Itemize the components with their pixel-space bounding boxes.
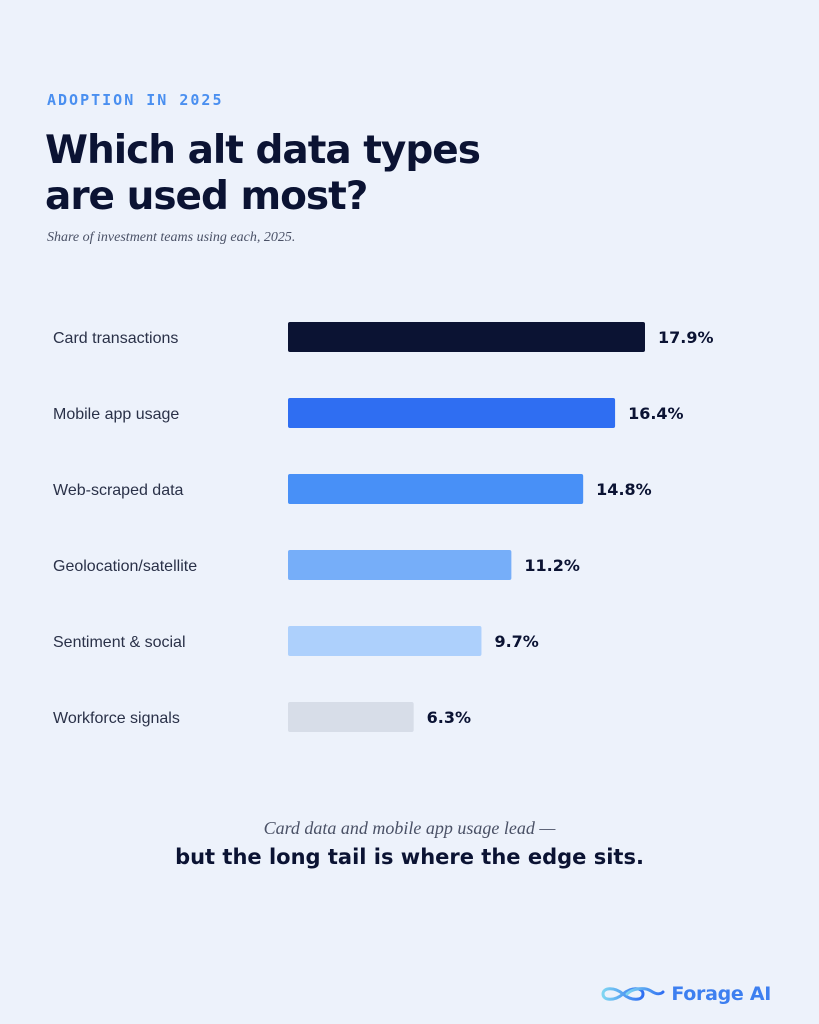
category-label: Card transactions xyxy=(53,330,178,347)
bar xyxy=(288,626,482,656)
category-label: Mobile app usage xyxy=(53,406,179,423)
footer-caption: Card data and mobile app usage lead — xyxy=(263,818,556,838)
bar xyxy=(288,474,584,504)
value-label: 17.9% xyxy=(658,328,714,347)
bar xyxy=(288,550,512,580)
category-label: Sentiment & social xyxy=(53,634,186,651)
bar xyxy=(288,702,414,732)
category-label: Web-scraped data xyxy=(53,482,184,499)
chart-title: Which alt data types are used most? xyxy=(45,128,565,220)
eyebrow-label: ADOPTION IN 2025 xyxy=(47,91,224,109)
brand-name: Forage AI xyxy=(671,983,771,1005)
value-label: 16.4% xyxy=(628,404,684,423)
chart-subtitle: Share of investment teams using each, 20… xyxy=(47,230,296,245)
bar xyxy=(288,398,616,428)
value-label: 6.3% xyxy=(427,708,471,727)
value-label: 14.8% xyxy=(596,480,652,499)
category-label: Workforce signals xyxy=(53,710,180,727)
title-line-1: Which alt data types xyxy=(45,128,481,173)
footer-headline: but the long tail is where the edge sits… xyxy=(175,845,644,869)
infinity-logo-icon xyxy=(601,987,665,1001)
category-label: Geolocation/satellite xyxy=(53,558,197,575)
brand-logo: Forage AI xyxy=(599,983,771,1005)
value-label: 9.7% xyxy=(494,632,538,651)
value-label: 11.2% xyxy=(524,556,580,575)
bar xyxy=(288,322,645,352)
title-line-2: are used most? xyxy=(45,174,368,219)
bar-chart: Card transactions 17.9% Mobile app usage 16… xyxy=(53,322,714,732)
